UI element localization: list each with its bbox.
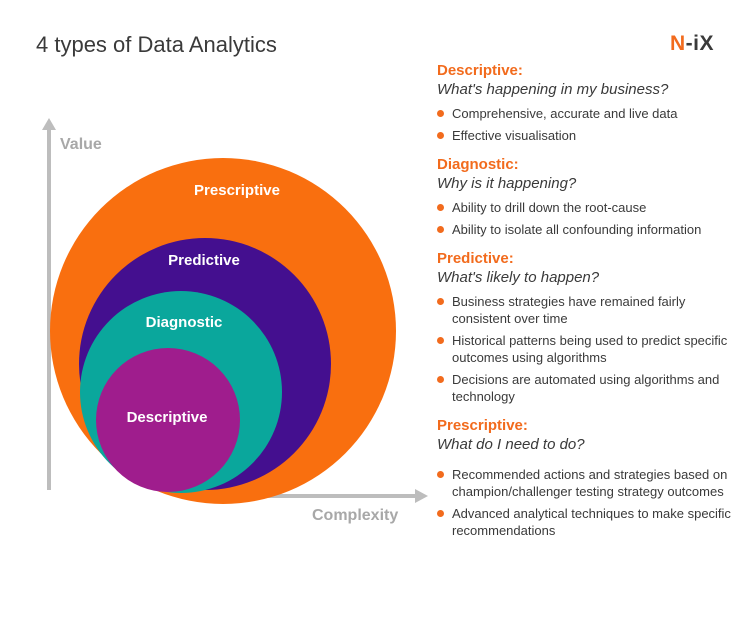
section-title: Prescriptive: <box>437 417 528 434</box>
bullet-item: Recommended actions and strategies based… <box>437 466 737 500</box>
section-descriptive: Descriptive: What's happening in my busi… <box>437 62 737 144</box>
bullet-list: Comprehensive, accurate and live data Ef… <box>437 105 737 144</box>
bullet-item: Ability to drill down the root-cause <box>437 199 737 216</box>
x-axis-arrow <box>415 489 428 503</box>
label-descriptive: Descriptive <box>127 409 208 426</box>
bullet-item: Comprehensive, accurate and live data <box>437 105 737 122</box>
bullet-list: Business strategies have remained fairly… <box>437 293 737 405</box>
description-panel: Descriptive: What's happening in my busi… <box>437 62 737 551</box>
section-question: Why is it happening? <box>437 175 577 192</box>
bullet-dot-icon <box>437 376 444 383</box>
y-axis-label: Value <box>60 136 102 153</box>
bullet-item: Business strategies have remained fairly… <box>437 293 737 327</box>
label-diagnostic: Diagnostic <box>146 314 223 331</box>
section-question: What do I need to do? <box>437 436 585 453</box>
bullet-dot-icon <box>437 298 444 305</box>
section-title: Predictive: <box>437 250 514 267</box>
bullet-item: Ability to isolate all confounding infor… <box>437 221 737 238</box>
section-question: What's likely to happen? <box>437 269 600 286</box>
analytics-diagram: Value Complexity Prescriptive Predictive… <box>42 118 428 524</box>
label-prescriptive: Prescriptive <box>194 182 280 199</box>
n-ix-logo: N-iX <box>669 32 714 55</box>
bullet-item: Historical patterns being used to predic… <box>437 332 737 366</box>
bullet-list: Recommended actions and strategies based… <box>437 466 737 539</box>
section-prescriptive: Prescriptive: What do I need to do? Reco… <box>437 417 737 539</box>
section-title: Diagnostic: <box>437 156 519 173</box>
page-title: 4 types of Data Analytics <box>36 32 277 57</box>
bullet-item: Effective visualisation <box>437 127 737 144</box>
circle-descriptive <box>96 348 240 492</box>
section-diagnostic: Diagnostic: Why is it happening? Ability… <box>437 156 737 238</box>
bullet-dot-icon <box>437 337 444 344</box>
section-question: What's happening in my business? <box>437 81 669 98</box>
bullet-dot-icon <box>437 226 444 233</box>
y-axis-arrow <box>42 118 56 130</box>
bullet-dot-icon <box>437 110 444 117</box>
bullet-dot-icon <box>437 471 444 478</box>
bullet-list: Ability to drill down the root-cause Abi… <box>437 199 737 238</box>
section-predictive: Predictive: What's likely to happen? Bus… <box>437 250 737 405</box>
x-axis-label: Complexity <box>312 507 398 524</box>
label-predictive: Predictive <box>168 252 240 269</box>
bullet-item: Advanced analytical techniques to make s… <box>437 505 737 539</box>
section-title: Descriptive: <box>437 62 523 79</box>
bullet-item: Decisions are automated using algorithms… <box>437 371 737 405</box>
bullet-dot-icon <box>437 510 444 517</box>
bullet-dot-icon <box>437 132 444 139</box>
bullet-dot-icon <box>437 204 444 211</box>
